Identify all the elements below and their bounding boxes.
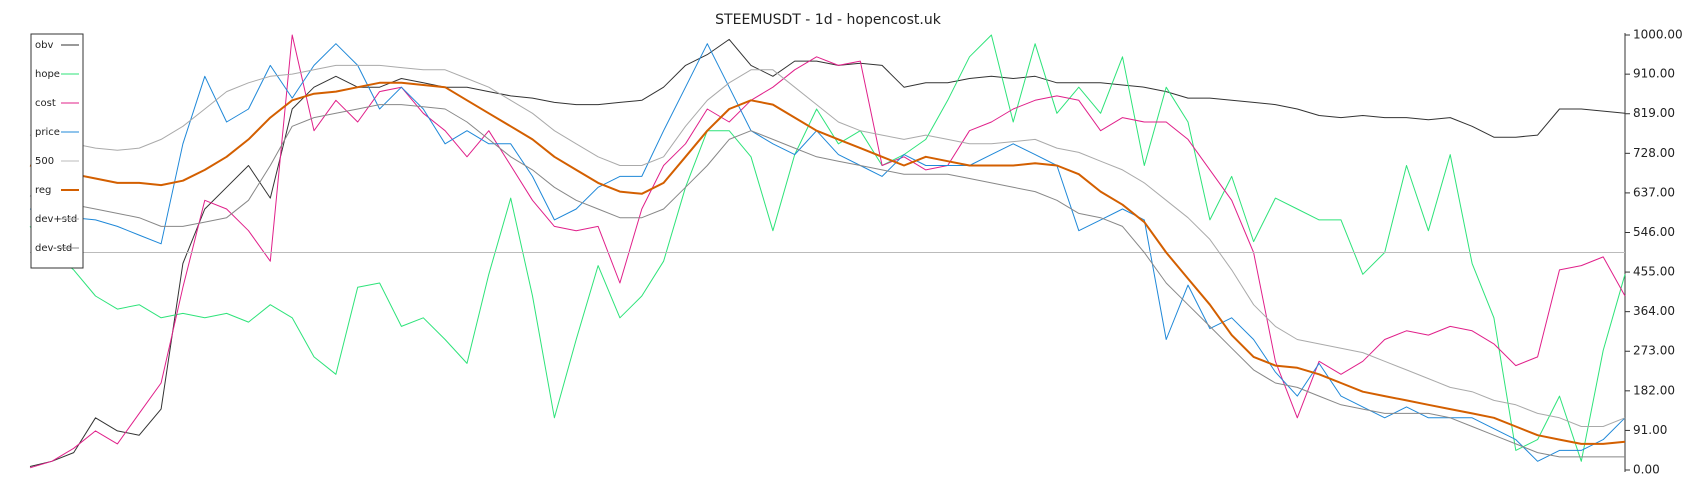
legend-label: reg [35,185,51,196]
y-tick-label: 0.00 [1633,463,1660,477]
chart-title: STEEMUSDT - 1d - hopencost.uk [715,12,942,28]
legend-label: obv [35,40,53,51]
y-tick-label: 546.00 [1633,225,1675,239]
y-tick-label: 364.00 [1633,304,1675,318]
series-line [29,34,1626,469]
y-tick-label: 182.00 [1633,383,1675,397]
series-line [29,104,1625,458]
series-line [29,38,1626,467]
series-line [29,43,1626,462]
y-tick-label: 728.00 [1633,146,1675,160]
y-tick-label: 273.00 [1633,344,1675,358]
legend-label: cost [35,98,56,109]
y-tick-label: 1000.00 [1633,28,1683,42]
series-line [29,81,1626,445]
series-line [29,34,1626,462]
legend: obv hope cost price 500 reg dev+std dev-std [30,33,84,269]
y-tick-label: 910.00 [1633,67,1675,81]
legend-label: hope [35,69,60,80]
y-tick-label: 637.00 [1633,185,1675,199]
legend-label: price [35,127,60,138]
y-tick-label: 455.00 [1633,265,1675,279]
y-tick-label: 91.00 [1633,423,1667,437]
series-line [29,64,1626,427]
legend-label: 500 [35,156,54,167]
legend-label: dev+std [35,214,77,225]
legend-label: dev-std [35,243,72,254]
legend-box [30,33,84,269]
y-tick-label: 819.00 [1633,106,1675,120]
